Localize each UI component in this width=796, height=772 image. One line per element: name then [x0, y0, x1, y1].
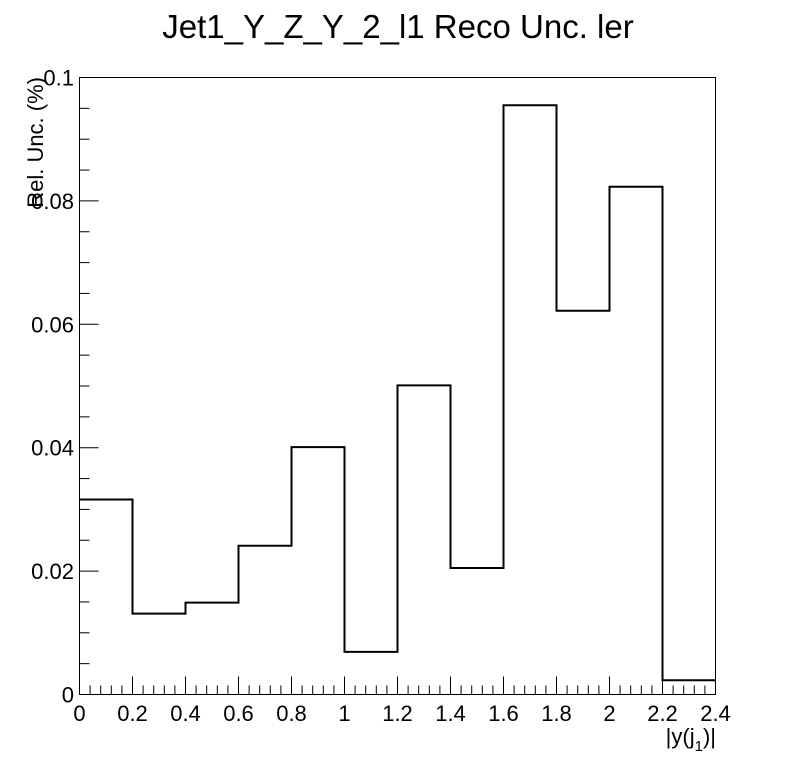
chart-title: Jet1_Y_Z_Y_2_l1 Reco Unc. ler: [162, 8, 633, 45]
x-tick-label: 1.8: [541, 701, 572, 726]
x-tick-label: 0.2: [117, 701, 148, 726]
x-axis-tick-labels: 0 0.2 0.4 0.6 0.8 1 1.2 1.4 1.6 1.8 2 2.2 2.4: [73, 701, 730, 726]
x-tick-label: 1.2: [382, 701, 413, 726]
x-tick-label: 0.8: [276, 701, 307, 726]
x-tick-label: 2.2: [647, 701, 678, 726]
x-tick-label: 2: [603, 701, 615, 726]
y-axis-ticks: [79, 77, 99, 695]
x-tick-label: 1.4: [435, 701, 466, 726]
x-axis-label-subscript: 1: [695, 738, 703, 755]
x-tick-label: 1: [338, 701, 350, 726]
x-axis-label-prefix: |y(j: [666, 724, 695, 749]
x-tick-label: 0: [73, 701, 85, 726]
x-axis-label: |y(j1)|: [666, 724, 716, 755]
y-tick-label: 0.08: [31, 189, 74, 214]
x-tick-label: 2.4: [700, 701, 731, 726]
x-tick-label: 1.6: [488, 701, 519, 726]
y-axis-label: Rel. Unc. (%): [23, 77, 48, 208]
y-axis-tick-labels: 0 0.02 0.04 0.06 0.08 0.1: [31, 66, 74, 708]
y-tick-label: 0.04: [31, 436, 74, 461]
y-tick-label: 0.02: [31, 559, 74, 584]
x-axis-label-suffix: )|: [703, 724, 716, 749]
y-tick-label: 0.06: [31, 312, 74, 337]
histogram-outline: [79, 104, 716, 682]
y-tick-label: 0.1: [43, 66, 74, 91]
y-tick-label: 0: [62, 683, 74, 708]
x-tick-label: 0.6: [223, 701, 254, 726]
x-tick-label: 0.4: [170, 701, 201, 726]
